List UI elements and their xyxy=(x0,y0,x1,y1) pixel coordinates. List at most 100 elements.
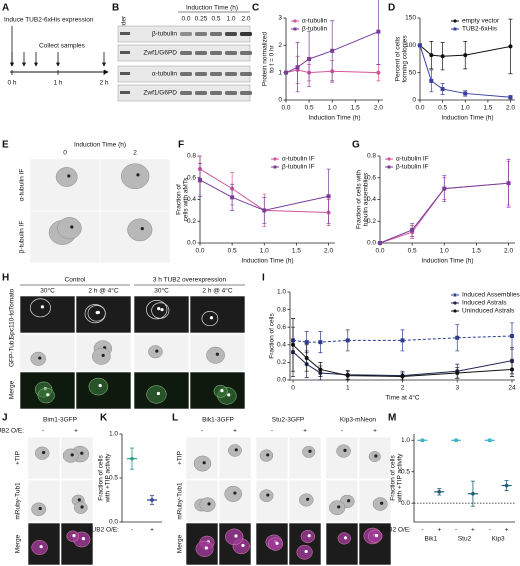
group-label: Control xyxy=(65,277,87,284)
x-tick-label: - xyxy=(489,527,491,534)
cell xyxy=(199,497,216,512)
micrograph xyxy=(75,295,132,334)
point xyxy=(318,340,323,345)
point xyxy=(442,186,447,191)
spot xyxy=(41,450,46,455)
x-axis-label: Time at 4°C xyxy=(385,394,419,402)
legend-marker xyxy=(453,309,457,313)
y-tick-label: 100 xyxy=(405,42,416,49)
group-label: Stu2 xyxy=(458,536,472,543)
label-line: Percent of cells xyxy=(394,36,401,81)
x-axis-label: TUB2 O/E: xyxy=(88,527,120,534)
x-tick-label: 0.0 xyxy=(281,105,290,112)
cell xyxy=(193,455,212,472)
cell xyxy=(224,485,243,502)
x-axis-label: TUB2 O/E: xyxy=(380,527,412,534)
sign-label: + xyxy=(303,428,307,435)
x-tick-label: + xyxy=(471,527,475,534)
legend-label: Induced Astrals xyxy=(462,300,507,307)
cell xyxy=(151,302,170,319)
label-line: forming colonies xyxy=(401,35,408,83)
spot xyxy=(234,448,238,452)
point xyxy=(510,334,514,338)
lane-label: 0.25 xyxy=(195,16,208,23)
protein-band xyxy=(240,32,252,36)
protein-band xyxy=(195,51,207,55)
protein-band xyxy=(210,72,222,76)
x-tick-label: 2.0 xyxy=(324,248,333,255)
x-tick-label: 2.0 xyxy=(374,105,383,112)
column-label: 30°C xyxy=(40,287,55,295)
spot xyxy=(304,549,308,554)
y-axis-label: Fraction ofcells with aMTs xyxy=(175,177,189,221)
spot xyxy=(307,534,311,538)
point xyxy=(318,367,323,372)
label-line: Fraction of xyxy=(175,184,182,215)
label-line: cells with aMTs xyxy=(182,177,189,221)
legend-label: Induced Assemblies xyxy=(462,292,520,299)
y-tick-label: 0.5 xyxy=(109,475,118,482)
micrograph xyxy=(325,436,359,480)
sign-label: - xyxy=(271,428,273,435)
legend-label: α-tubulin IF xyxy=(282,156,315,163)
point xyxy=(345,373,350,378)
x-tick-label: 1.0 xyxy=(260,248,269,255)
x-tick-label: - xyxy=(455,527,457,534)
protein-band xyxy=(180,72,192,76)
y-tick-label: 0.2 xyxy=(187,218,196,225)
spot xyxy=(136,173,140,177)
point xyxy=(440,54,445,59)
protein-band xyxy=(240,72,252,76)
micrograph xyxy=(218,436,252,480)
micrograph xyxy=(19,295,76,334)
sign-label: + xyxy=(74,428,78,435)
spot xyxy=(207,502,211,506)
cell xyxy=(55,167,78,187)
label-line: Fraction of cells xyxy=(97,454,104,500)
group-label: Kip3 xyxy=(492,536,505,543)
protein-band xyxy=(225,51,237,55)
band-label: α-tubulin xyxy=(152,71,177,78)
point xyxy=(304,356,309,360)
legend-marker xyxy=(453,27,457,31)
time-label: 1 h xyxy=(53,80,62,87)
spot xyxy=(40,305,45,309)
y-tick-label: 3 xyxy=(278,15,282,22)
x-tick-label: 1.5 xyxy=(472,248,481,255)
axis-line xyxy=(121,434,162,523)
y-tick-label: 50 xyxy=(409,69,417,76)
spot xyxy=(72,534,76,538)
panel-label: M xyxy=(388,413,396,424)
legend-label: α-tubulin xyxy=(302,18,327,25)
spot xyxy=(275,541,279,545)
spot xyxy=(67,174,71,178)
protein-band xyxy=(240,91,252,95)
cell xyxy=(127,218,153,242)
axis-title: Induction Time (h) xyxy=(74,142,126,149)
protein-band xyxy=(210,51,222,55)
column-label: 2 h @ 4°C xyxy=(88,287,118,295)
point xyxy=(130,456,134,461)
x-tick-label: + xyxy=(437,527,441,534)
point xyxy=(326,194,331,199)
spot xyxy=(227,393,231,397)
spot xyxy=(81,537,86,541)
x-tick-label: 0.5 xyxy=(438,105,447,112)
point xyxy=(463,53,468,58)
x-tick-label: + xyxy=(150,527,154,534)
x-tick-label: 1.5 xyxy=(483,105,492,112)
group-label: 3 h TUB2 overexpression xyxy=(153,277,227,284)
point xyxy=(307,57,312,61)
panel-label: E xyxy=(2,140,9,151)
y-tick-label: 0.0 xyxy=(367,240,376,247)
y-axis-label: Protein normalizedto t = 0 hr xyxy=(261,32,275,87)
spot xyxy=(39,545,43,549)
x-tick-label: 0.0 xyxy=(375,248,384,255)
cell xyxy=(146,299,168,320)
point xyxy=(400,374,405,379)
time-label: 0 h xyxy=(7,80,16,87)
point xyxy=(510,358,514,363)
point xyxy=(455,370,460,375)
micrograph xyxy=(255,479,289,523)
lane-label: 0.0 xyxy=(181,16,190,23)
